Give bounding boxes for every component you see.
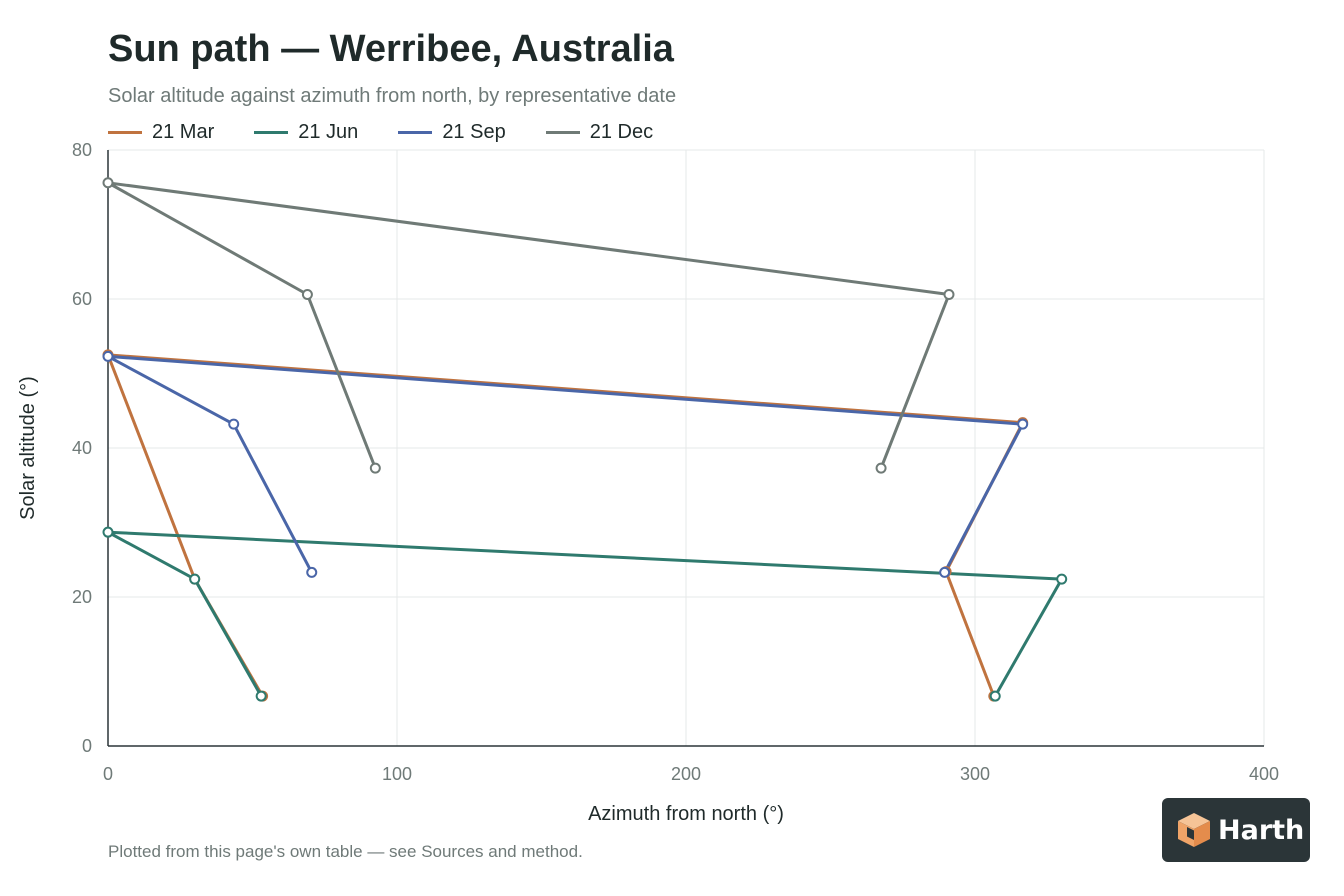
footer-note: Plotted from this page's own table — see… <box>108 842 583 861</box>
data-point-21-dec[interactable] <box>301 289 313 301</box>
data-point-21-jun[interactable] <box>989 690 1001 702</box>
data-point-21-dec[interactable] <box>875 462 887 474</box>
legend-swatch <box>545 130 580 134</box>
legend-swatch <box>254 130 289 134</box>
legend-swatch <box>108 130 142 134</box>
legend-item-21-jun[interactable]: 21 Jun <box>254 121 358 144</box>
legend-swatch <box>398 130 433 134</box>
axes <box>107 150 1264 747</box>
data-point-21-dec[interactable] <box>943 289 955 301</box>
chart-title: Sun path — Werribee, Australia <box>108 28 674 70</box>
y-tick-label: 0 <box>82 736 92 756</box>
y-tick-label: 60 <box>72 289 92 309</box>
brand-name: Harth <box>1218 814 1305 846</box>
legend-label: 21 Dec <box>589 120 654 143</box>
x-tick-label: 100 <box>382 764 412 784</box>
legend-label: 21 Mar <box>152 120 215 143</box>
y-tick-label: 80 <box>72 140 92 160</box>
data-point-21-sep[interactable] <box>306 566 318 578</box>
series-line-21-jun <box>106 530 1064 697</box>
data-point-21-jun[interactable] <box>255 690 267 702</box>
series-lines <box>106 181 1064 697</box>
tick-labels: 0 100 200 300 400 0 20 40 60 80 <box>72 140 1279 784</box>
data-point-21-dec[interactable] <box>369 462 381 474</box>
legend-label: 21 Sep <box>442 120 506 143</box>
y-tick-label: 20 <box>72 587 92 607</box>
legend-item-21-mar[interactable]: 21 Mar <box>108 121 214 144</box>
cube-logo-icon <box>1178 813 1210 847</box>
data-point-21-sep[interactable] <box>102 350 114 362</box>
data-point-21-jun[interactable] <box>102 526 114 538</box>
data-point-21-jun[interactable] <box>1056 573 1068 585</box>
chart-legend: 21 Mar 21 Jun 21 Sep 21 Dec <box>108 120 693 144</box>
chart-subtitle: Solar altitude against azimuth from nort… <box>108 85 677 107</box>
series-points <box>102 177 1068 702</box>
legend-label: 21 Jun <box>298 120 359 143</box>
data-point-21-sep[interactable] <box>1017 418 1029 430</box>
x-tick-label: 300 <box>960 764 990 784</box>
y-axis-label: Solar altitude (°) <box>17 376 39 520</box>
y-tick-label: 40 <box>72 438 92 458</box>
x-axis-label: Azimuth from north (°) <box>588 803 784 825</box>
data-point-21-sep[interactable] <box>939 566 951 578</box>
x-tick-label: 400 <box>1249 764 1279 784</box>
legend-item-21-dec[interactable]: 21 Dec <box>545 120 654 144</box>
series-line-21-mar <box>106 353 1025 697</box>
legend-item-21-sep[interactable]: 21 Sep <box>398 120 506 144</box>
x-tick-label: 0 <box>103 764 113 784</box>
data-point-21-jun[interactable] <box>189 573 201 585</box>
data-point-21-dec[interactable] <box>102 177 114 189</box>
grid-lines <box>107 149 1265 747</box>
data-point-21-sep[interactable] <box>228 418 240 430</box>
brand-logo[interactable]: Harth <box>1162 798 1310 862</box>
x-tick-label: 200 <box>671 764 701 784</box>
